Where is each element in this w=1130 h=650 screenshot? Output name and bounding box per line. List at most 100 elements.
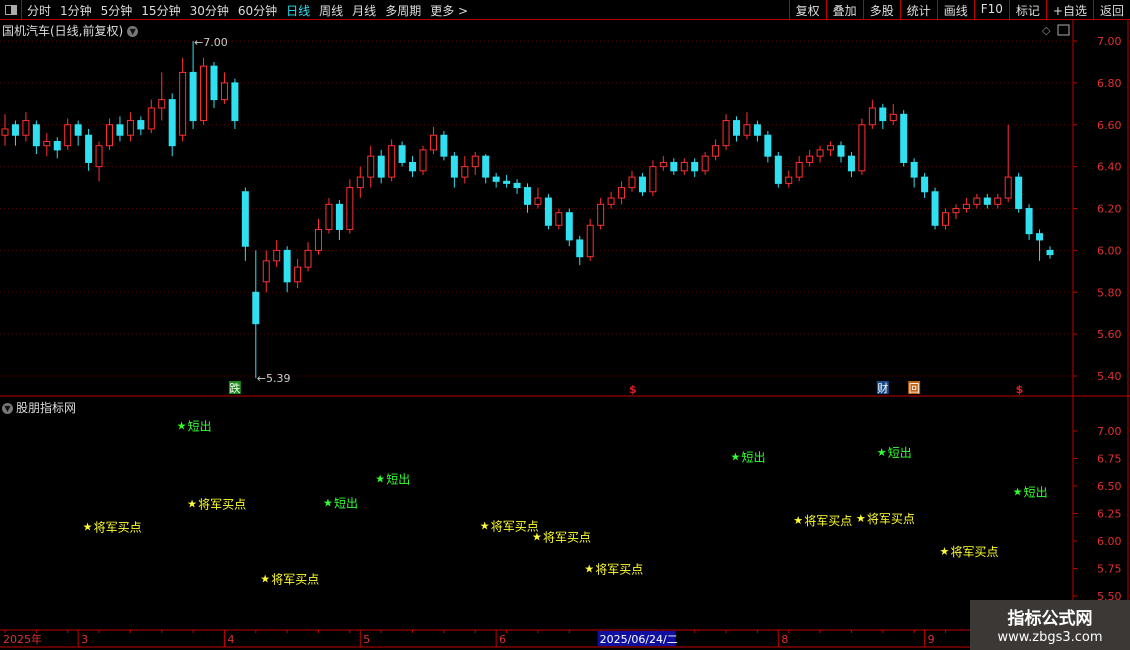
candle-body: [74, 124, 82, 136]
signal-label: 将军买点: [804, 514, 852, 528]
candle-body: [210, 65, 218, 101]
tool-button[interactable]: 叠加: [825, 0, 863, 20]
price-label: 6.00: [1097, 244, 1122, 257]
month-label: 9: [928, 633, 935, 646]
candle-body: [691, 161, 699, 172]
candle-body: [1025, 208, 1033, 235]
tool-button[interactable]: +自选: [1045, 0, 1093, 20]
month-label: 5: [363, 633, 370, 646]
tool-button[interactable]: 多股: [862, 0, 900, 20]
period-tab[interactable]: 多周期: [385, 4, 422, 18]
month-label: 4: [227, 633, 234, 646]
indicator-title: ▼ 股朋指标网: [2, 399, 76, 416]
panel-toggle-button[interactable]: [0, 0, 22, 20]
signal-label: 短出: [888, 446, 912, 460]
candle-body: [973, 197, 981, 205]
candle-body: [952, 208, 960, 214]
candle-body: [931, 191, 939, 226]
candle-body: [335, 203, 343, 230]
candle-body: [429, 134, 437, 151]
signal-label: 短出: [386, 472, 410, 486]
tool-button[interactable]: 统计: [899, 0, 937, 20]
candle-body: [586, 224, 594, 258]
indicator-name: 股朋指标网: [16, 401, 77, 415]
candle-body: [471, 155, 479, 168]
star-icon: ★: [584, 563, 594, 576]
period-tab[interactable]: 更多 >: [430, 4, 469, 18]
star-icon: ★: [1013, 486, 1023, 499]
candle-body: [858, 124, 866, 172]
period-tab[interactable]: 60分钟: [237, 4, 278, 18]
tool-button[interactable]: 标记: [1008, 0, 1046, 20]
star-icon: ★: [731, 450, 741, 463]
event-marker-label: 回: [909, 382, 920, 395]
candle-body: [158, 99, 166, 109]
period-tab[interactable]: 日线: [286, 4, 311, 18]
signal-label: 短出: [188, 420, 212, 434]
star-icon: ★: [940, 545, 950, 558]
candle-body: [565, 212, 573, 241]
candle-body: [513, 182, 521, 189]
candle-body: [921, 176, 929, 193]
candle-body: [398, 145, 406, 163]
candle-body: [900, 113, 908, 163]
candle-body: [1004, 176, 1012, 199]
candle-body: [785, 176, 793, 184]
candle-body: [889, 113, 897, 122]
candle-body: [200, 65, 208, 122]
candle-body: [816, 149, 824, 157]
tool-button[interactable]: 画线: [936, 0, 974, 20]
price-label: 6.80: [1097, 77, 1122, 90]
tool-button[interactable]: F10: [973, 0, 1009, 20]
indicator-axis-label: 6.00: [1097, 535, 1122, 548]
candle-body: [22, 120, 30, 136]
month-label: 8: [781, 633, 788, 646]
candle-body: [847, 155, 855, 172]
star-icon: ★: [793, 514, 803, 527]
candle-body: [252, 291, 260, 325]
watermark-url: www.zbgs3.com: [997, 630, 1103, 645]
panel-icon: [1057, 24, 1070, 36]
candle-body: [868, 107, 876, 126]
candle-body: [806, 155, 814, 163]
candle-body: [126, 120, 134, 136]
period-tab[interactable]: 月线: [352, 4, 377, 18]
candle-body: [294, 266, 302, 283]
candle-body: [942, 212, 949, 226]
candle-body: [262, 260, 270, 283]
tool-button[interactable]: 复权: [788, 0, 826, 20]
period-tabs: 分时 1分钟 5分钟 15分钟 30分钟 60分钟 日线 周线 月线 多周期 更多 >: [27, 2, 468, 19]
candle-body: [283, 249, 291, 283]
candle-body: [659, 161, 667, 168]
panel-icon: [4, 5, 17, 15]
chevron-down-icon[interactable]: ▼: [2, 403, 13, 414]
stock-title: 国机汽车(日线,前复权): [2, 24, 124, 38]
candle-body: [795, 161, 803, 178]
candle-body: [638, 176, 646, 193]
tool-button[interactable]: 返回: [1092, 0, 1130, 20]
period-tab[interactable]: 5分钟: [100, 4, 133, 18]
signal-label: 将军买点: [491, 520, 539, 534]
candle-body: [273, 249, 281, 262]
year-label: 2025年: [3, 632, 42, 646]
period-tab[interactable]: 15分钟: [141, 4, 181, 18]
period-tab[interactable]: 周线: [319, 4, 344, 18]
candle-body: [168, 99, 176, 147]
period-tab[interactable]: 1分钟: [60, 4, 92, 18]
candle-body: [774, 155, 782, 184]
signal-label: 将军买点: [595, 563, 643, 577]
candle-body: [670, 161, 678, 172]
period-tab[interactable]: 分时: [27, 4, 52, 18]
star-icon: ★: [480, 520, 490, 533]
period-tab[interactable]: 30分钟: [189, 4, 229, 18]
candle-body: [147, 107, 155, 130]
candle-body: [1046, 249, 1054, 256]
signal-label: 将军买点: [271, 572, 319, 586]
chevron-down-icon[interactable]: ▼: [127, 26, 139, 37]
candle-body: [837, 145, 845, 157]
event-marker: [876, 381, 889, 394]
star-icon: ★: [877, 446, 887, 459]
candle-body: [241, 191, 249, 247]
indicator-axis-label: 6.50: [1097, 480, 1122, 493]
